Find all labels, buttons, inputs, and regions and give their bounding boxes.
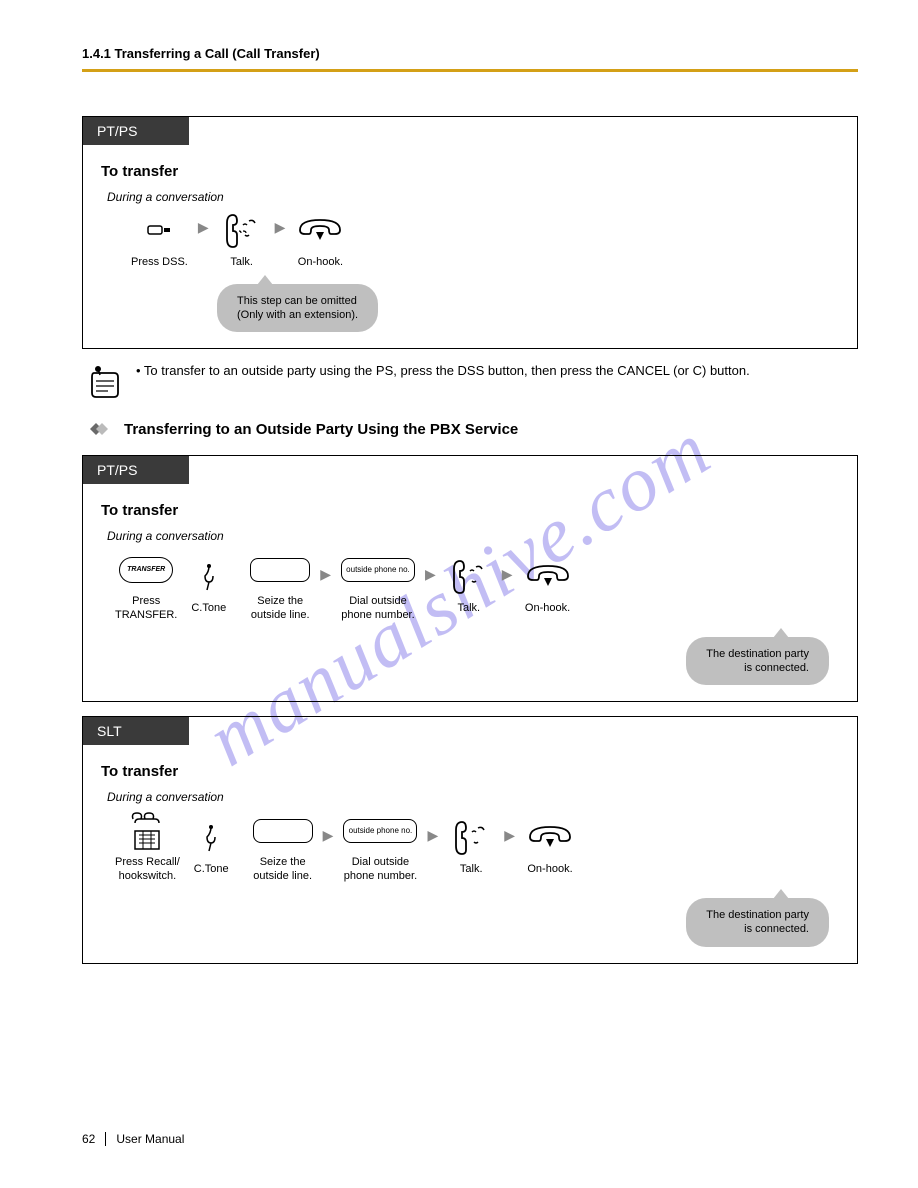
section-heading-text: Transferring to an Outside Party Using t… — [124, 421, 518, 438]
step-dial: outside phone no. Dial outsidephone numb… — [341, 549, 415, 623]
key-box-icon — [250, 558, 310, 582]
arrow-icon: ▶ — [425, 827, 440, 844]
note-text: • To transfer to an outside party using … — [136, 363, 750, 378]
step-talk: Talk. — [446, 556, 492, 616]
step-context: During a conversation — [107, 790, 839, 804]
step-dss: Press DSS. — [131, 210, 188, 270]
panel-transfer-2: PT/PS To transfer During a conversation … — [82, 455, 858, 702]
step-hookswitch: Press Recall/hookswitch. — [115, 810, 180, 884]
page-header-title: 1.4.1 Transferring a Call (Call Transfer… — [82, 46, 858, 61]
step-context: During a conversation — [107, 529, 839, 543]
flow-row: TRANSFER PressTRANSFER. C.Tone S — [115, 549, 839, 623]
footer-separator — [105, 1132, 106, 1146]
hookswitch-icon — [125, 809, 169, 853]
step-talk: Talk. — [448, 817, 494, 877]
arrow-icon: ▶ — [500, 566, 515, 583]
step-seize: Seize theoutside line. — [250, 549, 310, 623]
step-label: Dial outsidephone number. — [341, 595, 414, 623]
step-context: During a conversation — [107, 190, 839, 204]
step-seize: Seize theoutside line. — [253, 810, 313, 884]
arrow-icon: ▶ — [423, 566, 438, 583]
talk-icon — [448, 818, 494, 858]
panel-tab: PT/PS — [83, 456, 189, 484]
step-onhook: On-hook. — [523, 556, 573, 616]
onhook-icon — [523, 562, 573, 592]
flow-row: Press Recall/hookswitch. C.Tone Seize th… — [115, 810, 839, 884]
panel-title: To transfer — [101, 502, 839, 519]
section-heading-row: Transferring to an Outside Party Using t… — [84, 419, 858, 439]
step-label: Talk. — [230, 256, 253, 270]
arrow-icon: ▶ — [318, 566, 333, 583]
diamond-icon — [84, 419, 110, 439]
note-bubble: The destination party is connected. — [686, 898, 829, 947]
arrow-icon: ▶ — [502, 827, 517, 844]
step-transfer-btn: TRANSFER PressTRANSFER. — [115, 549, 177, 623]
note-pin-icon — [88, 363, 122, 401]
step-dial: outside phone no. Dial outsidephone numb… — [343, 810, 417, 884]
step-ctone: C.Tone — [191, 556, 226, 616]
tone-icon — [201, 823, 221, 853]
onhook-icon — [295, 216, 345, 246]
panel-tab: PT/PS — [83, 117, 189, 145]
panel-tab: SLT — [83, 717, 189, 745]
step-onhook: On-hook. — [295, 210, 345, 270]
step-talk: Talk. — [219, 210, 265, 270]
onhook-icon — [525, 823, 575, 853]
page-number: 62 — [82, 1132, 95, 1146]
talk-icon — [219, 211, 265, 251]
step-label: On-hook. — [525, 602, 570, 616]
step-ctone: C.Tone — [194, 817, 229, 877]
step-label: Dial outsidephone number. — [344, 856, 417, 884]
panel-transfer-1: PT/PS To transfer During a conversation … — [82, 116, 858, 349]
key-box-icon: outside phone no. — [343, 819, 417, 843]
step-label: On-hook. — [527, 863, 572, 877]
arrow-icon: ▶ — [196, 219, 211, 236]
tone-icon — [199, 562, 219, 592]
transfer-button-icon: TRANSFER — [119, 557, 173, 583]
talk-icon — [446, 557, 492, 597]
header-rule — [82, 69, 858, 72]
page-content: 1.4.1 Transferring a Call (Call Transfer… — [0, 0, 918, 964]
arrow-icon: ▶ — [273, 219, 288, 236]
step-label: C.Tone — [194, 863, 229, 877]
step-label: Press Recall/hookswitch. — [115, 856, 180, 884]
panel-title: To transfer — [101, 163, 839, 180]
step-label: Seize theoutside line. — [251, 595, 310, 623]
note-bubble: The destination party is connected. — [686, 637, 829, 686]
arrow-icon: ▶ — [321, 827, 336, 844]
step-label: PressTRANSFER. — [115, 595, 177, 623]
step-label: C.Tone — [191, 602, 226, 616]
step-label: Talk. — [460, 863, 483, 877]
page-footer: 62 User Manual — [82, 1132, 184, 1146]
step-label: On-hook. — [298, 256, 343, 270]
dss-button-icon — [145, 223, 173, 239]
panel-transfer-3: SLT To transfer During a conversation — [82, 716, 858, 963]
step-label: Press DSS. — [131, 256, 188, 270]
step-label: Talk. — [457, 602, 480, 616]
step-onhook: On-hook. — [525, 817, 575, 877]
panel-title: To transfer — [101, 763, 839, 780]
note-bubble: This step can be omitted (Only with an e… — [217, 284, 378, 333]
key-box-icon: outside phone no. — [341, 558, 415, 582]
footer-doc-title: User Manual — [116, 1132, 184, 1146]
key-box-icon — [253, 819, 313, 843]
flow-row: Press DSS. ▶ Talk. ▶ — [131, 210, 839, 270]
step-label: Seize theoutside line. — [253, 856, 312, 884]
note-row: • To transfer to an outside party using … — [88, 363, 858, 401]
